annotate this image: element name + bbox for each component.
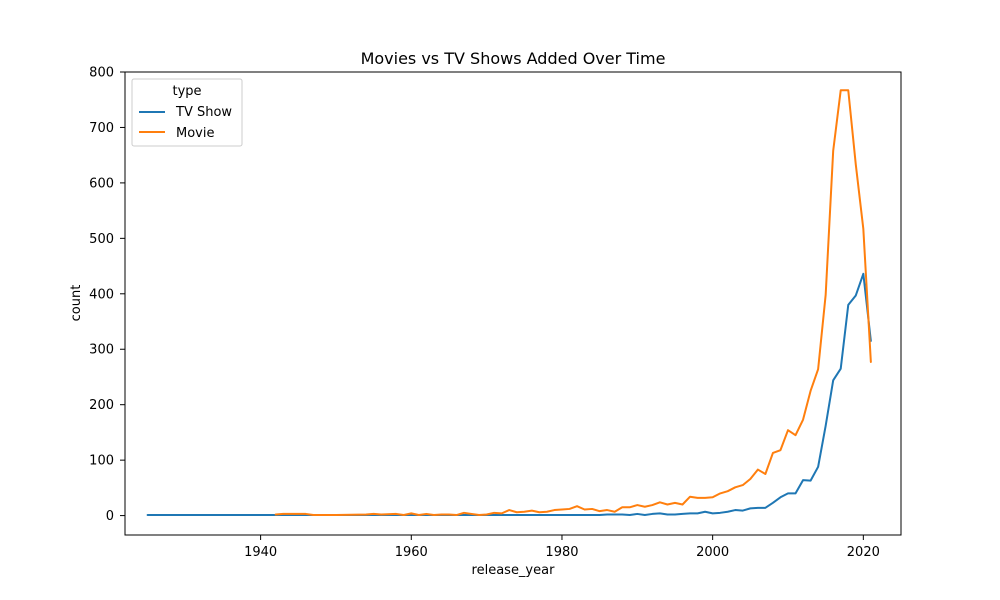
series-line-movie — [274, 89, 872, 517]
x-tick-label-2000: 2000 — [696, 545, 729, 560]
y-axis-label: count — [69, 285, 84, 322]
series-line-tv-show — [146, 272, 872, 517]
legend-label-tv-show: TV Show — [175, 105, 232, 120]
x-tick-label-1980: 1980 — [545, 545, 578, 560]
series-layer — [146, 89, 872, 517]
legend-box — [131, 78, 243, 147]
legend-title: type — [172, 84, 201, 99]
y-tick-label-700: 700 — [89, 121, 114, 136]
series-movie — [274, 89, 872, 517]
plot-frame — [124, 71, 902, 536]
y-tick-label-400: 400 — [89, 287, 114, 302]
y-tick-label-600: 600 — [89, 176, 114, 191]
y-axis: 0 100 200 300 400 500 600 700 800 — [89, 66, 125, 524]
y-tick-label-0: 0 — [106, 509, 114, 524]
y-tick-label-800: 800 — [89, 66, 114, 81]
legend: type TV Show Movie — [131, 78, 243, 147]
legend-label-movie: Movie — [176, 126, 214, 141]
x-axis: 1940 1960 1980 2000 2020 — [244, 535, 880, 560]
chart-title: Movies vs TV Shows Added Over Time — [361, 49, 666, 68]
x-tick-label-2020: 2020 — [847, 545, 880, 560]
y-tick-label-200: 200 — [89, 398, 114, 413]
y-tick-label-500: 500 — [89, 232, 114, 247]
x-axis-label: release_year — [472, 563, 556, 578]
series-tv-show — [146, 272, 872, 517]
y-tick-label-100: 100 — [89, 454, 114, 469]
x-tick-label-1940: 1940 — [244, 545, 277, 560]
y-tick-label-300: 300 — [89, 343, 114, 358]
x-tick-label-1960: 1960 — [395, 545, 428, 560]
